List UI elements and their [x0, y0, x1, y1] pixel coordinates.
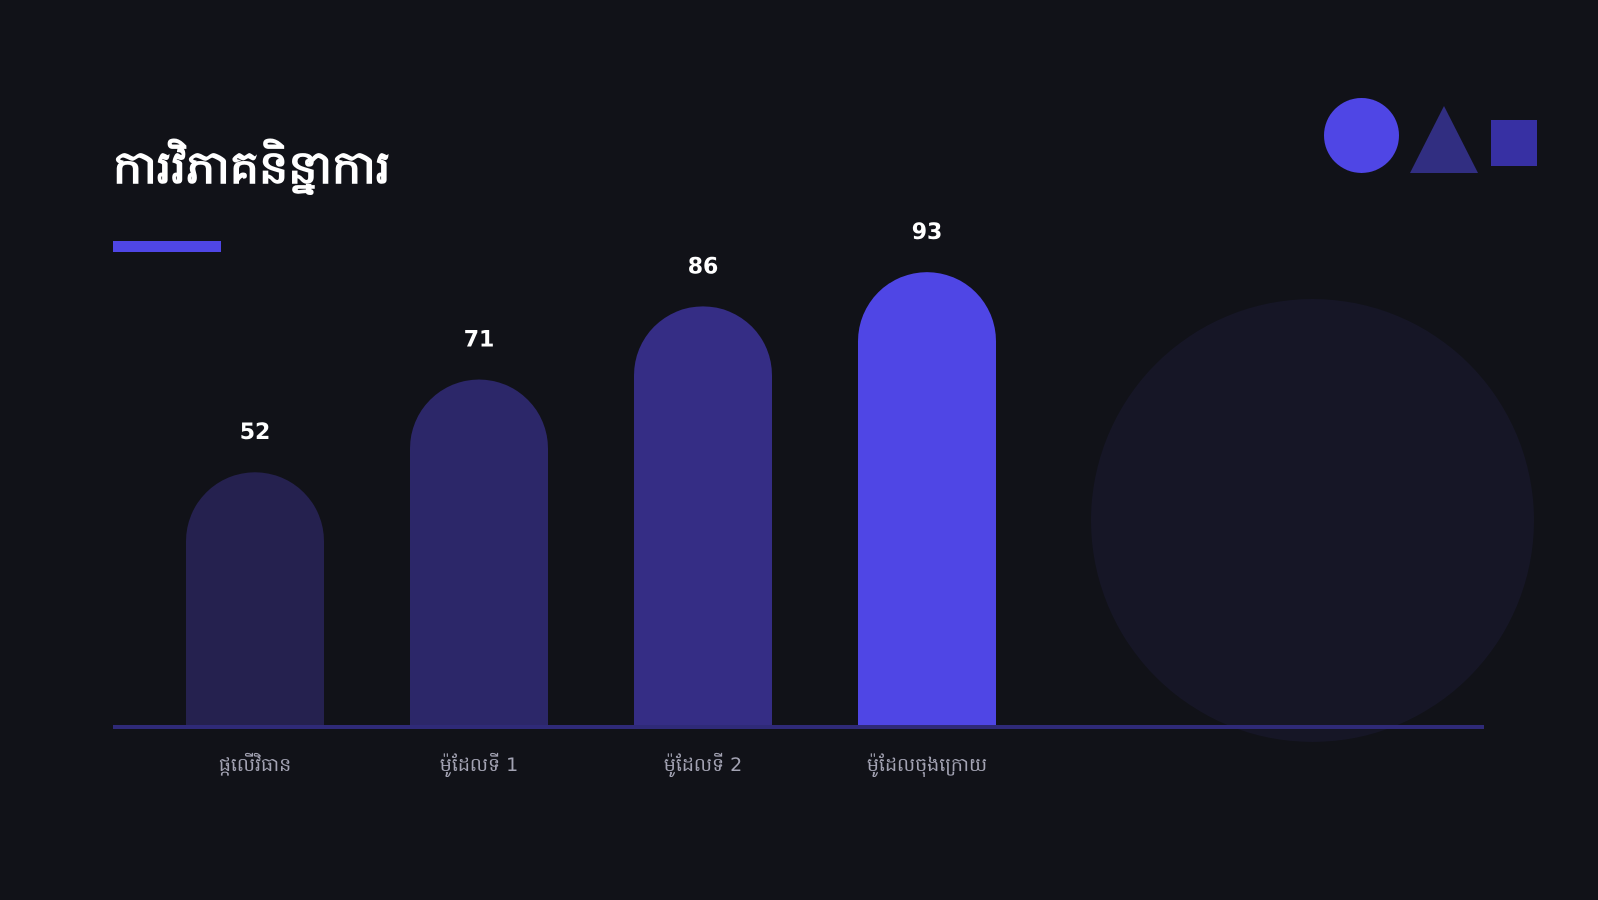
category-label-2: ម៉ូដែលទី 1: [440, 752, 518, 778]
bar-2: [410, 379, 548, 726]
background-circle: [1091, 299, 1534, 742]
category-label-4: ម៉ូដែលចុងក្រោយ: [867, 753, 987, 778]
bar-1: [186, 472, 324, 726]
value-label-4: 93: [912, 220, 943, 245]
category-label-3: ម៉ូដែលទី 2: [664, 752, 742, 778]
bar-3: [634, 306, 772, 726]
page-title: ការវិភាគនិន្នាការ: [113, 140, 391, 194]
decor-square-icon: [1491, 120, 1537, 166]
value-label-2: 71: [464, 328, 495, 353]
title-underline: [113, 241, 221, 252]
value-label-3: 86: [688, 254, 719, 279]
category-label-1: ផ្កលើវិធាន: [219, 752, 291, 776]
value-label-1: 52: [240, 420, 271, 445]
decor-triangle-icon: [1410, 106, 1478, 173]
decor-circle-icon: [1324, 98, 1399, 173]
bar-4: [858, 272, 996, 726]
